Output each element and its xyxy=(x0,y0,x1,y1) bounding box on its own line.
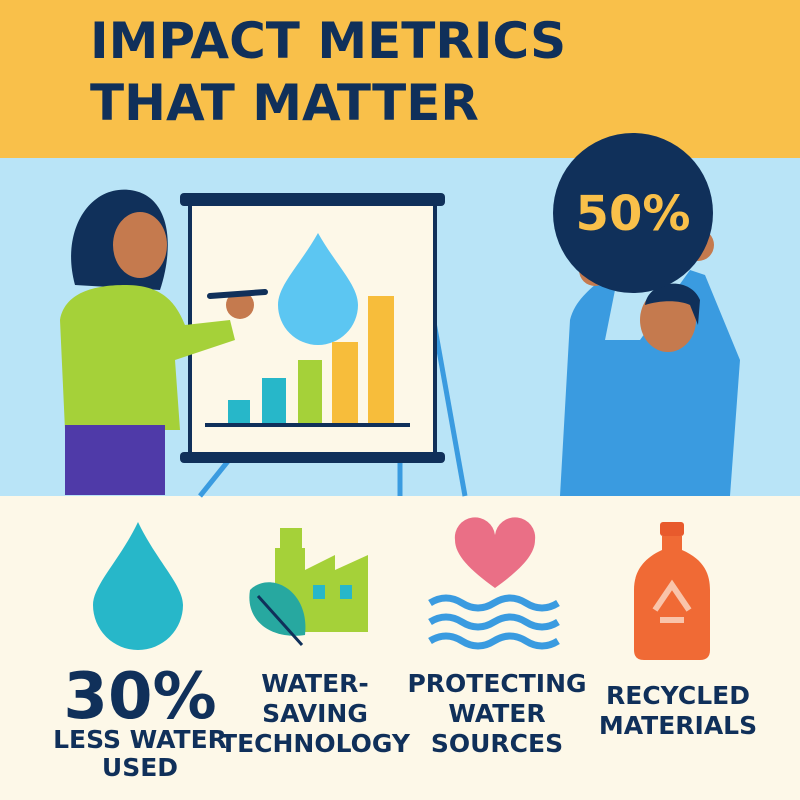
metric-label: SOURCES xyxy=(431,729,563,758)
factory-icon-shape xyxy=(280,528,302,548)
bottle-icon-shape xyxy=(652,579,692,623)
bottle-icon-shape xyxy=(634,536,710,660)
metric-label: RECYCLED xyxy=(606,681,750,710)
factory-icon xyxy=(249,528,368,647)
easel xyxy=(180,193,468,498)
woman-figure-shape xyxy=(113,212,167,278)
heart-waves-icon xyxy=(428,517,560,650)
heart-waves-icon-shape xyxy=(428,632,560,650)
man-figure-shape xyxy=(645,283,700,325)
woman-figure-shape xyxy=(60,285,235,430)
easel-shape xyxy=(368,296,394,425)
easel-shape xyxy=(262,378,286,425)
easel-shape xyxy=(298,360,322,425)
metric-label: USED xyxy=(102,753,178,782)
easel-shape xyxy=(180,193,445,206)
metric-label: TECHNOLOGY xyxy=(220,729,411,758)
heart-waves-icon-shape xyxy=(428,613,560,631)
metric-label: SAVING xyxy=(262,699,368,728)
woman-figure-shape xyxy=(226,291,254,319)
metric-label: LESS WATER xyxy=(53,725,227,754)
factory-icon-shape xyxy=(313,585,325,599)
metric-label: WATER xyxy=(448,699,545,728)
heart-waves-icon-shape xyxy=(428,594,560,612)
easel-shape xyxy=(228,400,250,425)
metric-label: MATERIALS xyxy=(599,711,757,740)
header-band xyxy=(0,0,800,158)
man-figure-shape xyxy=(553,133,713,293)
factory-icon-shape xyxy=(256,594,304,647)
stat-value: 30% xyxy=(63,660,216,734)
easel-shape xyxy=(332,342,358,425)
title-line: IMPACT METRICS xyxy=(90,12,566,70)
woman-figure-shape xyxy=(207,289,268,299)
woman-figure xyxy=(60,189,268,495)
bottle-icon xyxy=(634,522,710,660)
factory-icon-shape xyxy=(249,582,306,636)
easel-shape xyxy=(278,233,358,345)
bottle-icon-shape xyxy=(660,522,684,536)
badge-value: 50% xyxy=(576,186,691,242)
man-figure-shape xyxy=(640,288,696,352)
easel-shape xyxy=(180,452,445,463)
title-line: THAT MATTER xyxy=(90,74,479,132)
metric-label: PROTECTING xyxy=(407,669,586,698)
water-drop-icon xyxy=(93,522,183,650)
metric-label: WATER- xyxy=(261,669,369,698)
woman-figure-shape xyxy=(65,425,165,495)
heart-waves-icon-shape xyxy=(454,517,536,588)
factory-icon-shape xyxy=(340,585,352,599)
man-figure xyxy=(553,133,740,496)
